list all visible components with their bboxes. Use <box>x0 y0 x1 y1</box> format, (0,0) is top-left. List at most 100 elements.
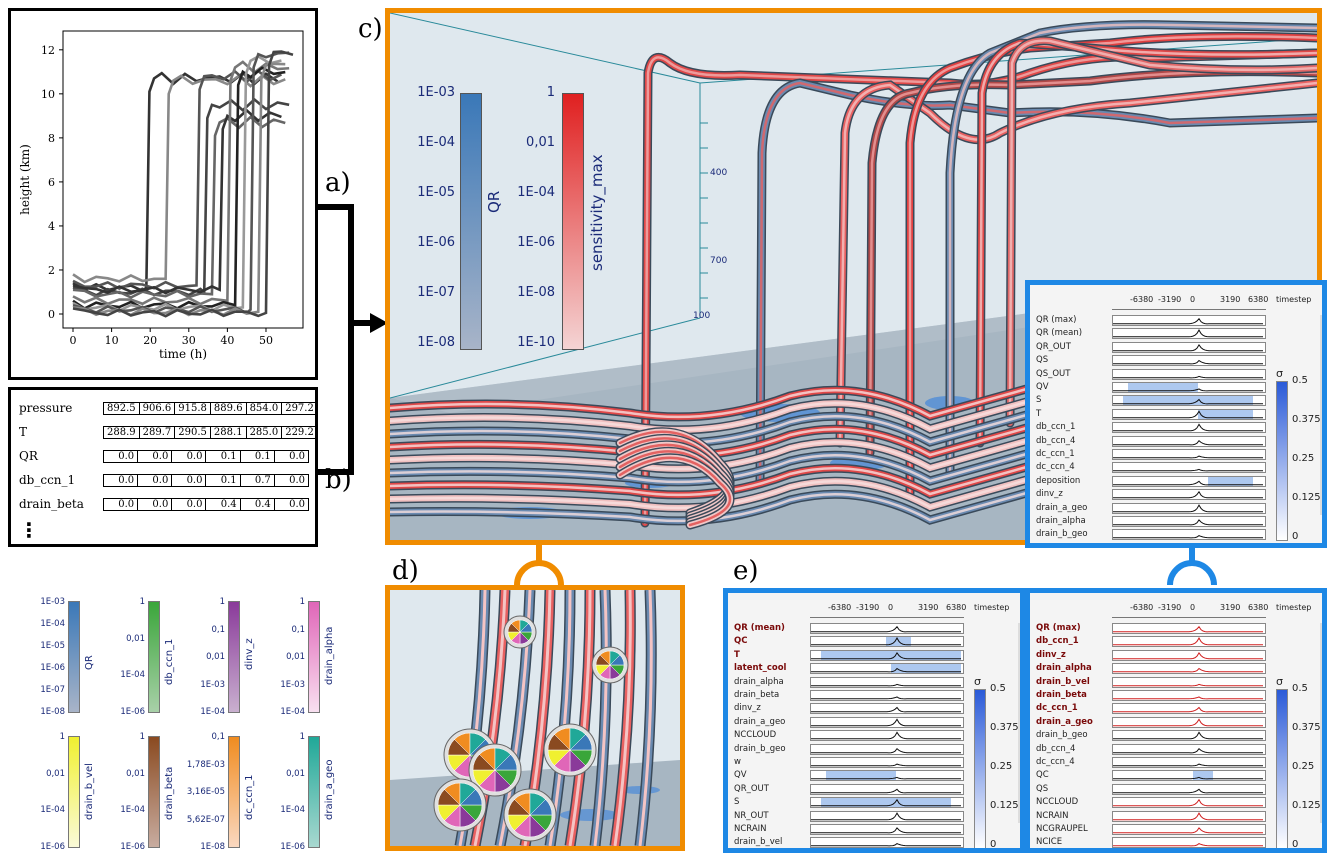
sensitivity-spike <box>811 683 961 686</box>
timestep-tick: 0 <box>888 603 894 612</box>
spike-line <box>1113 388 1263 392</box>
sensitivity-row-label: S <box>1036 395 1042 406</box>
sensitivity-spike <box>811 668 961 673</box>
sensitivity-row-label: QR_OUT <box>734 783 769 794</box>
colorbar-tick: 1E-04 <box>200 707 225 717</box>
y-axis-label: height (km) <box>18 144 32 215</box>
trajectory-tube-core <box>390 451 1032 484</box>
y-tick-label: 8 <box>48 132 55 145</box>
sensitivity-spike <box>811 651 961 660</box>
colorbar-tick: 1E-07 <box>40 685 65 695</box>
sensitivity-row-label: QC <box>734 636 748 647</box>
value-cell: 854.0 <box>245 402 283 415</box>
ground-strip <box>390 313 1090 413</box>
sigma-colorbar <box>974 689 986 848</box>
sensitivity-spike <box>811 799 961 807</box>
spike-line <box>1113 843 1263 847</box>
connector-c-e <box>1167 543 1217 586</box>
sensitivity-row-label: QC <box>1036 770 1049 781</box>
y-tick-label: 6 <box>48 176 55 189</box>
table-row: db_ccn_1 0.0 0.0 0.0 0.1 0.7 0.0 <box>19 472 310 490</box>
spike-line <box>1113 317 1263 325</box>
colorbar-tick: 0,1 <box>211 624 225 635</box>
sensitivity-track <box>810 703 964 715</box>
colorbar-tick: 1E-06 <box>120 842 145 852</box>
colorbar-gradient <box>148 736 160 848</box>
spike-line <box>1113 731 1263 740</box>
small-colorbar-QR: 1E-03 1E-04 1E-05 1E-06 1E-07 1E-08 QR <box>30 595 110 720</box>
sensitivity-spike <box>1113 317 1263 325</box>
timestep-unit: timestep <box>1276 603 1312 612</box>
sensitivity-colorbar-label: sensitivity_max <box>588 154 606 271</box>
axis-tick-700: 700 <box>710 256 728 266</box>
sigma-tick: 0.125 <box>1292 492 1321 503</box>
sensitivity-row-label: drain_a_geo <box>1036 502 1088 513</box>
sensitivity-row-label: drain_a_geo <box>734 716 786 727</box>
trajectory-tube-core <box>638 590 653 846</box>
sensitivity-spike <box>1113 668 1263 673</box>
sensitivity-spike <box>1113 707 1263 713</box>
label-c: c) <box>358 14 383 44</box>
sensitivity-track <box>1112 449 1266 460</box>
more-rows-ellipsis: ⋮ <box>19 518 39 542</box>
row-values: 892.5 906.6 915.8 889.6 854.0 297.2 <box>103 402 318 415</box>
sensitivity-spike <box>1113 439 1263 445</box>
timestep-tick: 6380 <box>1248 295 1269 304</box>
small-colorbar-drain_beta: 1 0,01 1E-04 1E-06 drain_beta <box>110 730 190 855</box>
colorbar-tick: 1E-03 <box>280 679 305 690</box>
sensitivity-track <box>810 837 964 848</box>
sensitivity-spike <box>1113 747 1263 753</box>
spike-line <box>1113 491 1263 499</box>
spike-line <box>1113 535 1263 539</box>
x-tick-label: 0 <box>70 334 77 347</box>
trajectory-tube-core <box>390 464 1032 497</box>
sigma-tick: 0.125 <box>990 800 1019 811</box>
sigma-tick: 0.25 <box>1292 453 1315 464</box>
sensitivity-shade <box>891 664 961 674</box>
colorbar-tick: 1E-04 <box>40 805 65 816</box>
sensitivity-spike <box>811 747 961 753</box>
colorbar-tick: 1 <box>219 597 225 607</box>
colorbar-tick: 0,01 <box>206 652 225 662</box>
sensitivity-spike <box>1113 375 1263 378</box>
sensitivity-track <box>1112 315 1266 326</box>
qr-tick: 1E-06 <box>417 235 455 250</box>
small-colorbar-dc_ccn_1: 0,1 1,78E-03 3,16E-05 5,62E-07 1E-08 dc_ccn_1 <box>187 730 270 855</box>
sensitivity-track <box>1112 810 1266 822</box>
value-cell: 0.7 <box>239 474 275 487</box>
sensitivity-track <box>810 690 964 701</box>
spike-line <box>1113 410 1263 419</box>
value-cell: 0.0 <box>137 474 173 487</box>
sensitivity-tick: 1E-06 <box>517 235 555 250</box>
row-values: 288.9 289.7 290.5 288.1 285.0 229.2 <box>103 426 318 439</box>
colorbar-tick: 1E-04 <box>40 619 65 629</box>
sensitivity-row-label: drain_beta <box>1036 690 1087 700</box>
sensitivity-track <box>1112 743 1266 755</box>
sensitivity-tick: 1E-08 <box>517 285 555 300</box>
value-cell: 892.5 <box>103 402 140 415</box>
colorbar-tick: 1E-06 <box>280 842 305 852</box>
scrollbar <box>1320 623 1322 823</box>
sensitivity-row-label: QS_OUT <box>1036 368 1071 379</box>
sensitivity-row-label: QV <box>1036 382 1049 392</box>
sensitivity-track <box>1112 757 1266 768</box>
x-tick-label: 40 <box>220 334 234 347</box>
timestep-tick: 6380 <box>946 603 967 612</box>
value-cell: 285.0 <box>245 426 283 439</box>
label-e: e) <box>733 556 759 586</box>
spike-line <box>1113 637 1263 646</box>
value-cell: 0.0 <box>171 450 207 463</box>
connector-c-d <box>514 543 564 586</box>
spike-line <box>1113 469 1263 472</box>
value-cell: 906.6 <box>138 402 176 415</box>
sensitivity-track <box>1112 824 1266 835</box>
sensitivity-row-label: QV <box>734 770 747 781</box>
panel-a-height-plot: 0 10 20 30 40 50 0 2 4 6 8 10 12 time (h) height (km) <box>8 8 318 380</box>
sensitivity-spike <box>1113 625 1263 633</box>
sensitivity-shade <box>1193 771 1213 781</box>
trajectory-line <box>72 51 290 315</box>
table-row: pressure 892.5 906.6 915.8 889.6 854.0 297.2 <box>19 400 318 418</box>
sensitivity-track <box>1112 475 1266 487</box>
sensitivity-row-label: drain_alpha <box>1036 663 1092 674</box>
row-label: T <box>19 425 28 439</box>
